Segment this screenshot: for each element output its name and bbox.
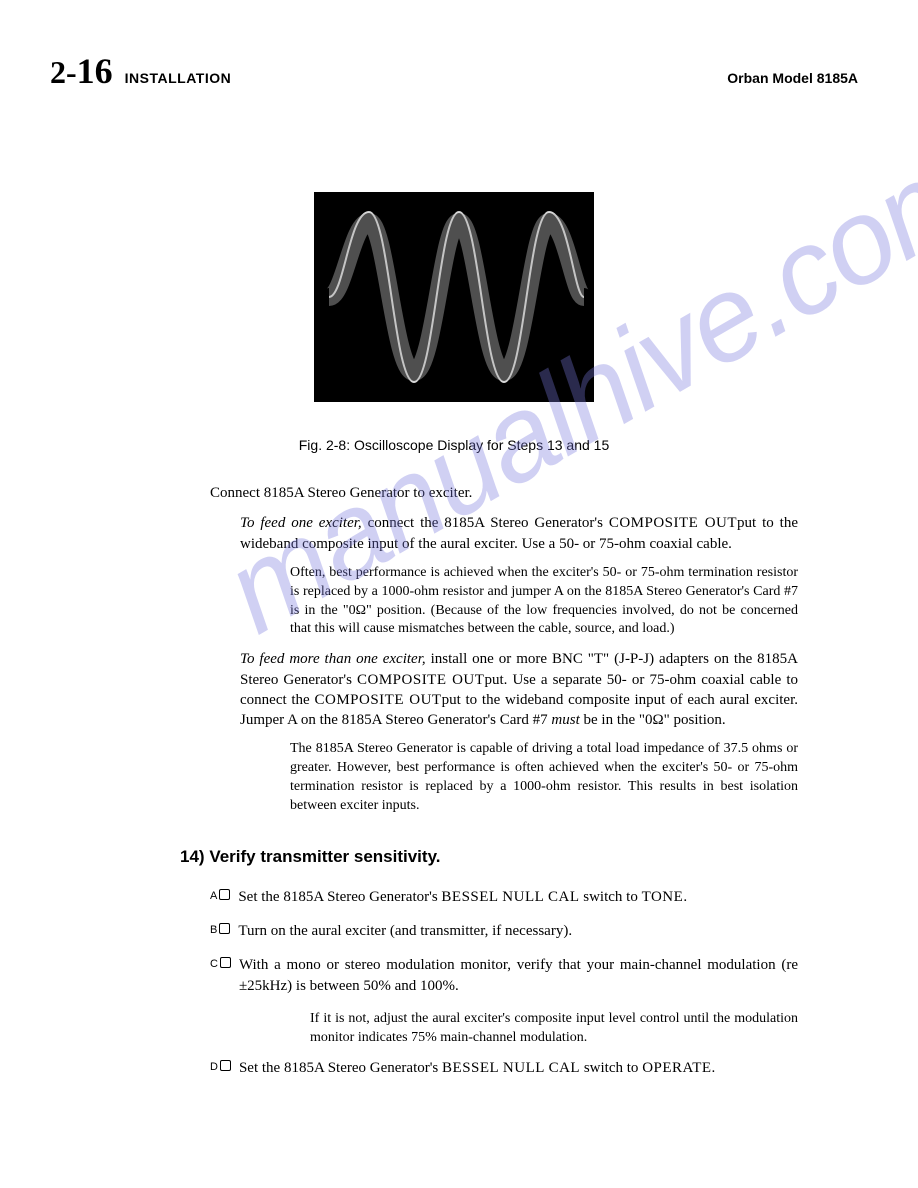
- model-label: Orban Model 8185A: [727, 70, 858, 86]
- feed-one-exciter: To feed one exciter, connect the 8185A S…: [240, 513, 798, 554]
- step-title: Verify transmitter sensitivity.: [209, 847, 440, 866]
- check-letter: A: [210, 889, 217, 904]
- p2d: be in the "0Ω" position.: [580, 712, 726, 728]
- oscilloscope-image: [314, 192, 594, 402]
- checkbox-icon[interactable]: [220, 957, 231, 968]
- p2-pre: To feed more than one exciter,: [240, 651, 426, 667]
- section-name: INSTALLATION: [125, 70, 232, 86]
- check-text-c: With a mono or stereo modulation monitor…: [239, 955, 798, 996]
- p1-pre: To feed one exciter,: [240, 515, 362, 531]
- p2-sc1: COMPOSITE OUT: [357, 672, 484, 688]
- figure-2-8: Fig. 2-8: Oscilloscope Display for Steps…: [50, 192, 858, 453]
- body-content: Connect 8185A Stereo Generator to excite…: [210, 483, 798, 1078]
- page-number: 16: [77, 51, 113, 91]
- p1-note: Often, best performance is achieved when…: [290, 564, 798, 640]
- check-item-b: B Turn on the aural exciter (and transmi…: [210, 921, 798, 941]
- step-number: 14): [180, 847, 205, 866]
- checkbox-icon[interactable]: [220, 1060, 231, 1071]
- p1-sc: COMPOSITE OUT: [609, 515, 737, 531]
- check-letter: D: [210, 1060, 218, 1075]
- feed-many-exciter: To feed more than one exciter, install o…: [240, 649, 798, 730]
- check-text-b: Turn on the aural exciter (and transmitt…: [238, 921, 798, 941]
- lead-paragraph: Connect 8185A Stereo Generator to excite…: [210, 483, 798, 503]
- check-letter: C: [210, 957, 218, 972]
- check-item-d: D Set the 8185A Stereo Generator's BESSE…: [210, 1058, 798, 1078]
- check-text-d: Set the 8185A Stereo Generator's BESSEL …: [239, 1058, 798, 1078]
- checkbox-icon[interactable]: [219, 889, 230, 900]
- check-label-c: C: [210, 955, 231, 996]
- note-c: If it is not, adjust the aural exciter's…: [310, 1010, 798, 1048]
- page-prefix: 2-: [50, 54, 77, 90]
- check-label-b: B: [210, 921, 230, 941]
- check-item-a: A Set the 8185A Stereo Generator's BESSE…: [210, 887, 798, 907]
- check-text-a: Set the 8185A Stereo Generator's BESSEL …: [238, 887, 798, 907]
- checkbox-icon[interactable]: [219, 923, 230, 934]
- check-letter: B: [210, 923, 217, 938]
- p1: connect the 8185A Stereo Generator's: [362, 515, 609, 531]
- check-item-c: C With a mono or stereo modulation monit…: [210, 955, 798, 996]
- check-label-a: A: [210, 887, 230, 907]
- page-number-block: 2-16 INSTALLATION: [50, 50, 231, 92]
- p2-note: The 8185A Stereo Generator is capable of…: [290, 740, 798, 816]
- figure-caption: Fig. 2-8: Oscilloscope Display for Steps…: [50, 437, 858, 453]
- step-14-heading: 14) Verify transmitter sensitivity.: [180, 846, 798, 869]
- p2-must: must: [551, 712, 579, 728]
- page-header: 2-16 INSTALLATION Orban Model 8185A: [50, 50, 858, 92]
- p2-sc2: COMPOSITE OUT: [314, 692, 441, 708]
- check-label-d: D: [210, 1058, 231, 1078]
